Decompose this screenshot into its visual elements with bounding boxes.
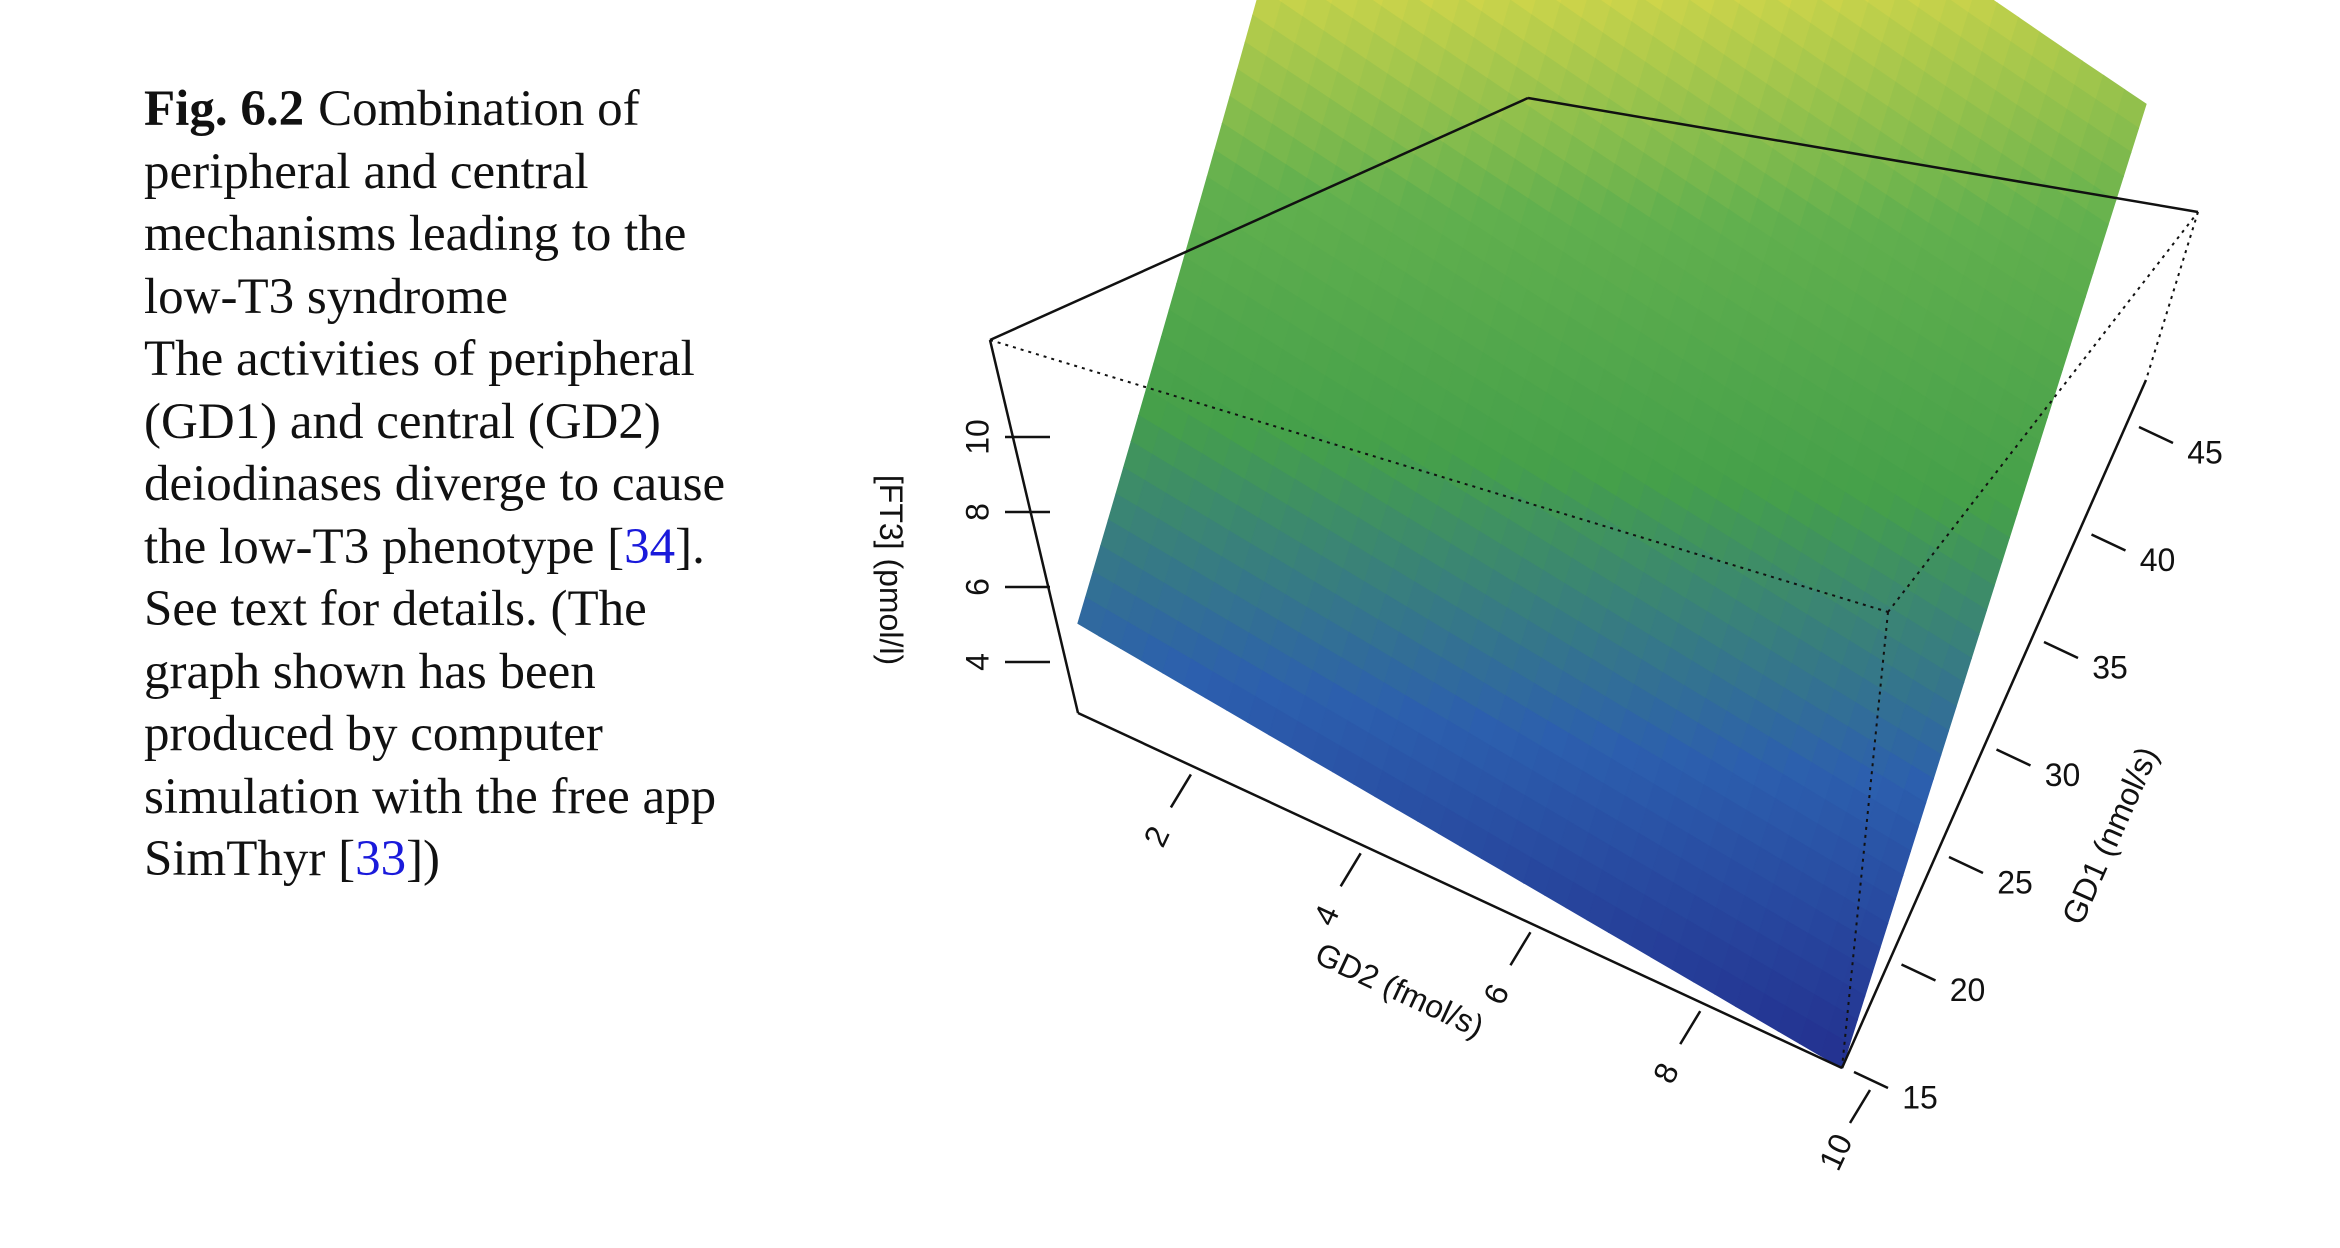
bounding-box (988, 96, 2199, 1070)
y-tick (1995, 748, 2032, 767)
box-edge-bottom-front (1077, 711, 1843, 1070)
box-edge-top-back (1527, 96, 2199, 214)
x-tick-label: 10 (1812, 1128, 1860, 1175)
citation-link-33[interactable]: 33 (355, 831, 407, 887)
caption-body-part2: ]. See text for details. (The graph show… (144, 518, 717, 888)
caption-body-part1: The activities of peripheral (GD1) and c… (144, 331, 726, 575)
z-tick-label: 4 (959, 653, 995, 671)
z-tick-label: 10 (959, 419, 995, 455)
x-axis-title: GD2 (fmol/s) (1310, 935, 1490, 1044)
y-tick (2138, 425, 2174, 445)
x-tick-label: 4 (1306, 900, 1346, 931)
x-tick-label: 2 (1137, 821, 1177, 852)
figure-caption: Fig. 6.2 Combination of peripheral and ce… (144, 78, 734, 891)
y-tick-label: 30 (2045, 757, 2081, 793)
z-axis-title: [FT3] (pmol/l) (873, 475, 909, 665)
y-tick-label: 15 (1902, 1079, 1938, 1115)
z-tick-label: 6 (959, 578, 995, 596)
y-tick (1900, 963, 1937, 982)
caption-title: Combination of peripheral and central me… (144, 81, 687, 325)
y-tick-label: 20 (1950, 972, 1986, 1008)
citation-link-34[interactable]: 34 (624, 518, 676, 575)
x-tick-label: 8 (1646, 1057, 1686, 1088)
y-tick-label: 35 (2092, 649, 2128, 685)
y-tick (2090, 533, 2127, 552)
surface-mesh (1077, 0, 2147, 1069)
x-tick (1169, 773, 1192, 809)
y-tick (1853, 1070, 1889, 1090)
caption-body-part3: ]) (406, 831, 441, 887)
y-tick-label: 25 (1997, 864, 2033, 900)
figure-label: Fig. 6.2 (144, 81, 305, 137)
y-tick (2043, 640, 2079, 660)
x-tick (1679, 1010, 1702, 1045)
x-tick-label: 6 (1476, 978, 1516, 1009)
x-tick (1339, 852, 1362, 887)
box-edge-vertical-left (988, 339, 1080, 714)
box-edge-top-left (989, 96, 1529, 342)
x-tick (1848, 1089, 1872, 1124)
box-edge-bottom-right (1840, 379, 2148, 1069)
y-tick (1948, 855, 1984, 875)
y-tick-label: 40 (2140, 542, 2176, 578)
y-tick-label: 45 (2187, 434, 2223, 470)
z-tick-label: 8 (959, 503, 995, 521)
x-tick (1509, 931, 1532, 966)
box-edge-vertical-right (2145, 211, 2199, 381)
